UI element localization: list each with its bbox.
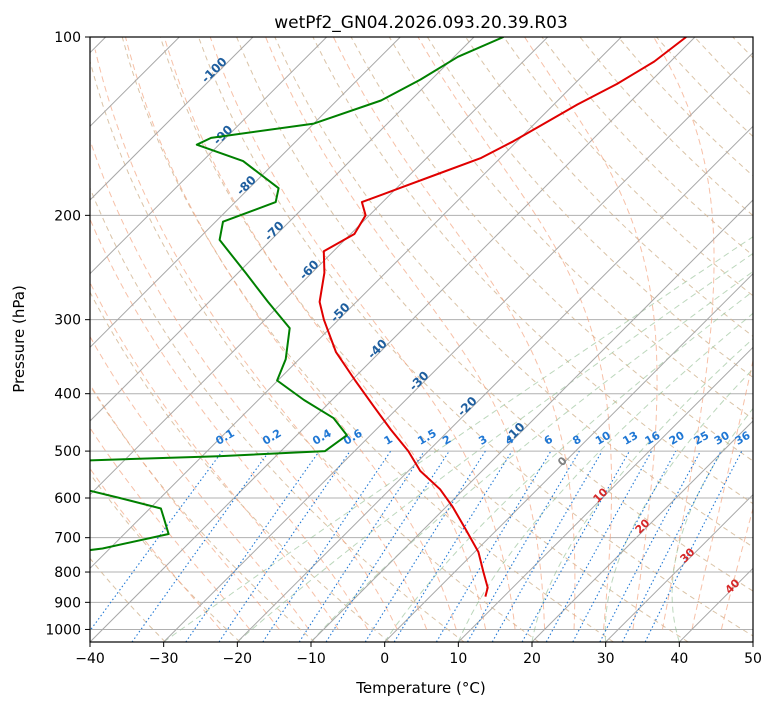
y-tick-label: 600 (54, 491, 81, 507)
pressure-gridlines (90, 37, 753, 630)
mixing-ratio-line (298, 450, 425, 642)
y-axis-label: Pressure (hPa) (10, 285, 28, 393)
isotherm-line (90, 37, 475, 422)
y-tick-label: 300 (54, 313, 81, 329)
mixing-ratio-line (90, 450, 223, 632)
y-tick-label: 700 (54, 531, 81, 547)
mixing-ratio-line (325, 450, 450, 642)
y-tick-label: 200 (54, 208, 81, 224)
moist-adiabat-line (90, 281, 339, 630)
mixing-ratio-line (185, 450, 320, 642)
saturation-guide-line (384, 290, 753, 642)
temperature-profile-line (318, 37, 687, 597)
moist-adiabat-line (653, 37, 715, 630)
dry-adiabat-line (503, 37, 753, 297)
isotherm-line (531, 420, 753, 642)
isotherm-line (605, 493, 753, 642)
x-tick-label: −30 (149, 651, 179, 667)
dry-adiabat-line (388, 37, 753, 420)
y-tick-label: 100 (54, 30, 81, 46)
dry-adiabat-line (90, 186, 465, 642)
moist-adiabat-line (90, 335, 310, 630)
sounding-profiles (90, 37, 687, 597)
x-tick-label: 0 (380, 651, 389, 667)
dry-adiabat-line (90, 557, 166, 642)
moist-adiabat-line (125, 37, 457, 630)
chart-title: wetPf2_GN04.2026.093.20.39.R03 (274, 13, 568, 33)
x-tick-label: 20 (523, 651, 541, 667)
moist-adiabat-line (209, 37, 516, 630)
dry-adiabat-line (350, 37, 753, 462)
isotherm-line (310, 199, 753, 642)
moist-adiabat-line (90, 138, 398, 630)
saturation-guide-line (310, 270, 753, 642)
moist-adiabat-line (90, 383, 280, 630)
dry-adiabat-line (90, 384, 316, 642)
dewpoint-profile-line (90, 37, 504, 552)
isotherm-line (90, 37, 696, 642)
mixing-ratio-line (262, 450, 392, 642)
x-tick-label: −20 (223, 651, 253, 667)
mixing-ratio-line (545, 450, 653, 642)
moist-adiabat-line (524, 37, 658, 630)
mixing-ratio-line (393, 450, 513, 642)
dry-adiabat-line (90, 59, 540, 642)
x-tick-label: −10 (296, 651, 326, 667)
y-tick-label: 900 (54, 595, 81, 611)
saturation-guide-line (531, 338, 753, 642)
axes: −40 −30 −20 −10 0 10 20 30 40 50 100 200 300 400 500 60… (45, 30, 762, 667)
isotherm-line (90, 37, 549, 496)
x-axis-label: Temperature (°C) (355, 679, 485, 697)
x-tick-label: −40 (75, 651, 105, 667)
mixing-ratio-lines (90, 450, 743, 642)
x-tick-label: 50 (744, 651, 762, 667)
plot-area: 0.1 0.2 0.4 0.6 1 1.5 2 3 4 6 8 10 13 16 20 25 30 36-100-… (90, 37, 753, 642)
isotherm-line (163, 51, 753, 642)
dry-adiabat-line (312, 37, 753, 505)
moist-adiabat-line (163, 37, 487, 630)
mixing-ratio-line (218, 450, 351, 642)
mixing-ratio-line (572, 450, 677, 642)
moist-adiabat-line (720, 506, 753, 630)
isotherm-line (384, 272, 753, 642)
y-tick-label: 1000 (45, 622, 81, 638)
saturation-guide-line (671, 407, 753, 642)
dry-adiabat-line (90, 472, 241, 642)
plot-frame (89, 36, 754, 643)
moist-adiabat-line (94, 49, 428, 630)
isotherm-line (90, 37, 401, 349)
mixing-ratio-line (644, 450, 743, 642)
mixing-ratio-line (131, 450, 270, 642)
dry-adiabat-line (159, 37, 689, 642)
dry-adiabat-line (465, 37, 753, 338)
y-tick-label: 500 (54, 444, 81, 460)
moist-adiabat-line (265, 37, 546, 630)
dry-adiabat-line (274, 37, 753, 548)
moist-adiabat-line (90, 217, 369, 630)
isotherm-line (90, 37, 254, 201)
saturation-guide-line (163, 236, 753, 642)
moist-adiabat-line (691, 358, 753, 630)
x-tick-label: 30 (597, 651, 615, 667)
x-tick-label: 10 (449, 651, 467, 667)
moist-adiabat-line (90, 427, 251, 630)
isotherm-line (457, 346, 753, 642)
isotherm-line (90, 37, 328, 275)
saturation-guide-line (236, 252, 753, 642)
y-tick-label: 400 (54, 387, 81, 403)
y-tick-label: 800 (54, 565, 81, 581)
dry-adiabat-line (236, 37, 753, 592)
dry-adiabat-line (90, 291, 390, 642)
mixing-ratio-line (521, 450, 630, 642)
skewed-isotherms (90, 37, 753, 642)
x-tick-label: 40 (670, 651, 688, 667)
moist-adiabat-line (417, 37, 612, 630)
isotherm-line (236, 125, 753, 642)
